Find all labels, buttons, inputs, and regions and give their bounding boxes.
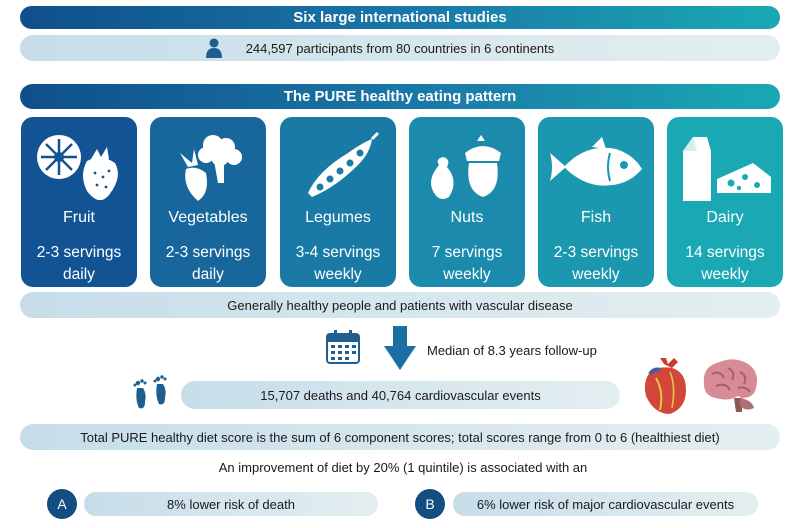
fish-icon [550, 137, 642, 186]
servings-frequency: weekly [443, 266, 491, 283]
footprints-icon [133, 375, 167, 409]
food-card-fish: Fish 2-3 servings weekly [538, 117, 654, 287]
servings-amount: 2-3 servings [36, 244, 122, 261]
food-card-dairy: Dairy 14 servings weekly [667, 117, 783, 287]
food-card-legumes: Legumes 3-4 servings weekly [280, 117, 396, 287]
servings-frequency: weekly [701, 266, 749, 283]
legumes-icon [308, 131, 380, 197]
food-name: Nuts [450, 209, 484, 226]
food-servings: 3-4 servings weekly [280, 242, 396, 286]
outcome-a-text: 8% lower risk of death [167, 496, 295, 512]
outcome-b-letter: B [425, 496, 435, 512]
dairy-icon [683, 137, 771, 201]
studies-title-bar: Six large international studies [20, 6, 780, 29]
outcome-a-badge: A [47, 489, 77, 519]
food-card-fruit: Fruit 2-3 servings daily [21, 117, 137, 287]
food-servings: 2-3 servings daily [21, 242, 137, 286]
servings-frequency: daily [63, 266, 95, 283]
down-arrow-icon [384, 326, 416, 370]
servings-frequency: daily [192, 266, 224, 283]
food-card-nuts: Nuts 7 servings weekly [409, 117, 525, 287]
food-servings: 2-3 servings weekly [538, 242, 654, 286]
person-icon [206, 38, 222, 58]
events-text: 15,707 deaths and 40,764 cardiovascular … [260, 387, 541, 403]
food-name: Fish [580, 209, 612, 226]
pattern-title: The PURE healthy eating pattern [283, 88, 517, 105]
fruit-icon [37, 135, 118, 201]
pattern-title-bar: The PURE healthy eating pattern [20, 84, 780, 109]
events-bar: 15,707 deaths and 40,764 cardiovascular … [181, 381, 620, 409]
population-bar: Generally healthy people and patients wi… [20, 292, 780, 318]
food-name: Dairy [706, 209, 744, 226]
nuts-icon [431, 135, 501, 199]
outcome-b-badge: B [415, 489, 445, 519]
food-name: Legumes [305, 209, 371, 226]
score-note-text: Total PURE healthy diet score is the sum… [80, 429, 720, 445]
heart-icon [644, 358, 686, 414]
participants-text: 244,597 participants from 80 countries i… [245, 40, 555, 56]
outcome-a-bar: 8% lower risk of death [84, 492, 378, 516]
food-name: Fruit [63, 209, 95, 226]
servings-amount: 3-4 servings [295, 244, 381, 261]
servings-amount: 2-3 servings [553, 244, 639, 261]
studies-title: Six large international studies [293, 9, 507, 26]
score-note-bar: Total PURE healthy diet score is the sum… [20, 424, 780, 450]
brain-icon [703, 359, 757, 412]
population-text: Generally healthy people and patients wi… [227, 297, 573, 313]
food-servings: 2-3 servings daily [150, 242, 266, 286]
participants-bar: 244,597 participants from 80 countries i… [20, 35, 780, 61]
servings-amount: 7 servings [431, 244, 503, 261]
outcome-a-letter: A [57, 496, 67, 512]
improvement-note: An improvement of diet by 20% (1 quintil… [218, 460, 588, 475]
followup-text: Median of 8.3 years follow-up [427, 343, 597, 358]
outcome-b-bar: 6% lower risk of major cardiovascular ev… [453, 492, 758, 516]
servings-amount: 2-3 servings [165, 244, 251, 261]
servings-amount: 14 servings [685, 244, 765, 261]
servings-frequency: weekly [314, 266, 362, 283]
vegetables-icon [180, 135, 242, 201]
servings-frequency: weekly [572, 266, 620, 283]
food-servings: 14 servings weekly [667, 242, 783, 286]
food-card-vegetables: Vegetables 2-3 servings daily [150, 117, 266, 287]
outcome-b-text: 6% lower risk of major cardiovascular ev… [476, 496, 735, 512]
calendar-icon [326, 330, 360, 364]
food-name: Vegetables [168, 209, 248, 226]
food-servings: 7 servings weekly [409, 242, 525, 286]
